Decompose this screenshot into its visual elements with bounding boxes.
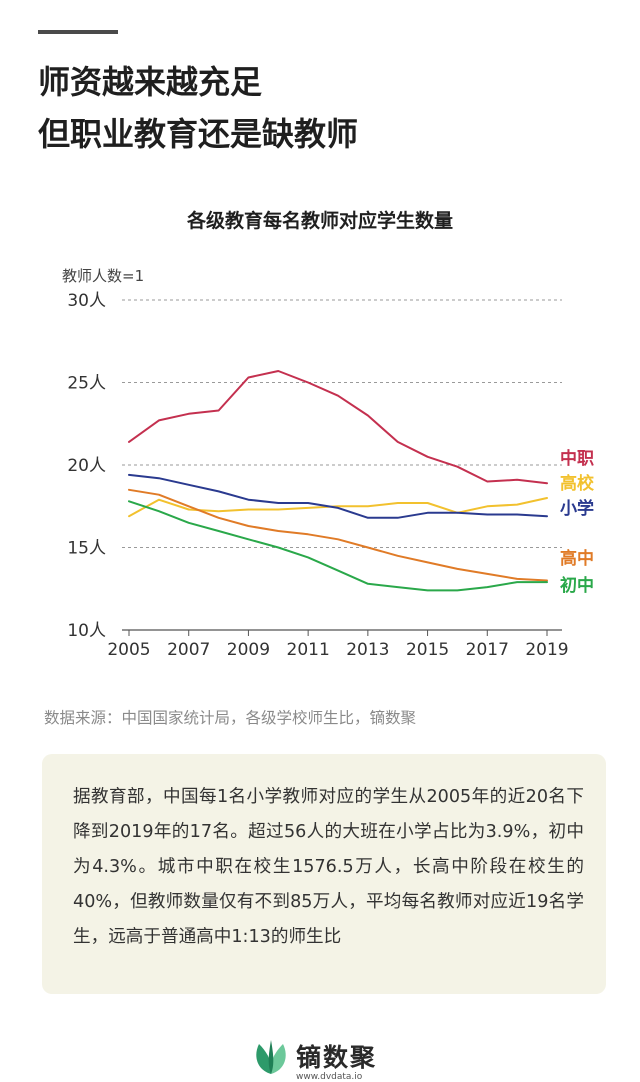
x-tick-label: 2007 [167, 640, 210, 660]
headline-line-2: 但职业教育还是缺教师 [38, 115, 359, 153]
series-label: 小学 [560, 498, 594, 519]
chart-title: 各级教育每名教师对应学生数量 [186, 210, 453, 232]
y-axis-label: 教师人数=1 [62, 267, 144, 285]
x-tick-label: 2017 [466, 640, 509, 660]
y-tick-label: 25人 [67, 374, 106, 394]
y-tick-label: 30人 [67, 291, 106, 311]
x-tick-label: 2015 [406, 640, 449, 660]
x-tick-label: 2005 [107, 640, 150, 660]
y-tick-label: 15人 [67, 539, 106, 559]
series-label: 中职 [560, 448, 594, 469]
x-tick-label: 2019 [525, 640, 568, 660]
series-label: 高校 [560, 473, 595, 494]
y-tick-label: 20人 [67, 456, 106, 476]
series-line [128, 488, 548, 582]
line-chart: 教师人数=1 10人 15人 20人 25人 30人 2005 2007 2009 2011 20… [62, 267, 595, 660]
brand-name: 镝数聚 [296, 1043, 378, 1072]
x-tick-label: 2013 [346, 640, 389, 660]
headline-line-1: 师资越来越充足 [38, 63, 263, 101]
brand-footer: 镝数聚 www.dvdata.io [249, 1032, 399, 1082]
brand-url: www.dvdata.io [296, 1072, 363, 1082]
series-label: 高中 [560, 548, 594, 569]
series-line [128, 500, 548, 592]
series-line [128, 370, 548, 485]
x-tick-label: 2009 [227, 640, 270, 660]
page-headline: 师资越来越充足 但职业教育还是缺教师 [38, 56, 358, 160]
top-accent-bar [38, 30, 118, 34]
data-source: 数据来源：中国国家统计局，各级学校师生比，镝数聚 [44, 709, 417, 727]
note-box: 据教育部，中国每1名小学教师对应的学生从2005年的近20名下降到2019年的1… [42, 754, 606, 994]
x-tick-label: 2011 [287, 640, 330, 660]
note-text: 据教育部，中国每1名小学教师对应的学生从2005年的近20名下降到2019年的1… [73, 787, 584, 947]
leaf-logo-icon [256, 1040, 286, 1074]
y-tick-label: 10人 [67, 621, 106, 641]
series-line [128, 473, 548, 519]
series-label: 初中 [560, 575, 594, 596]
